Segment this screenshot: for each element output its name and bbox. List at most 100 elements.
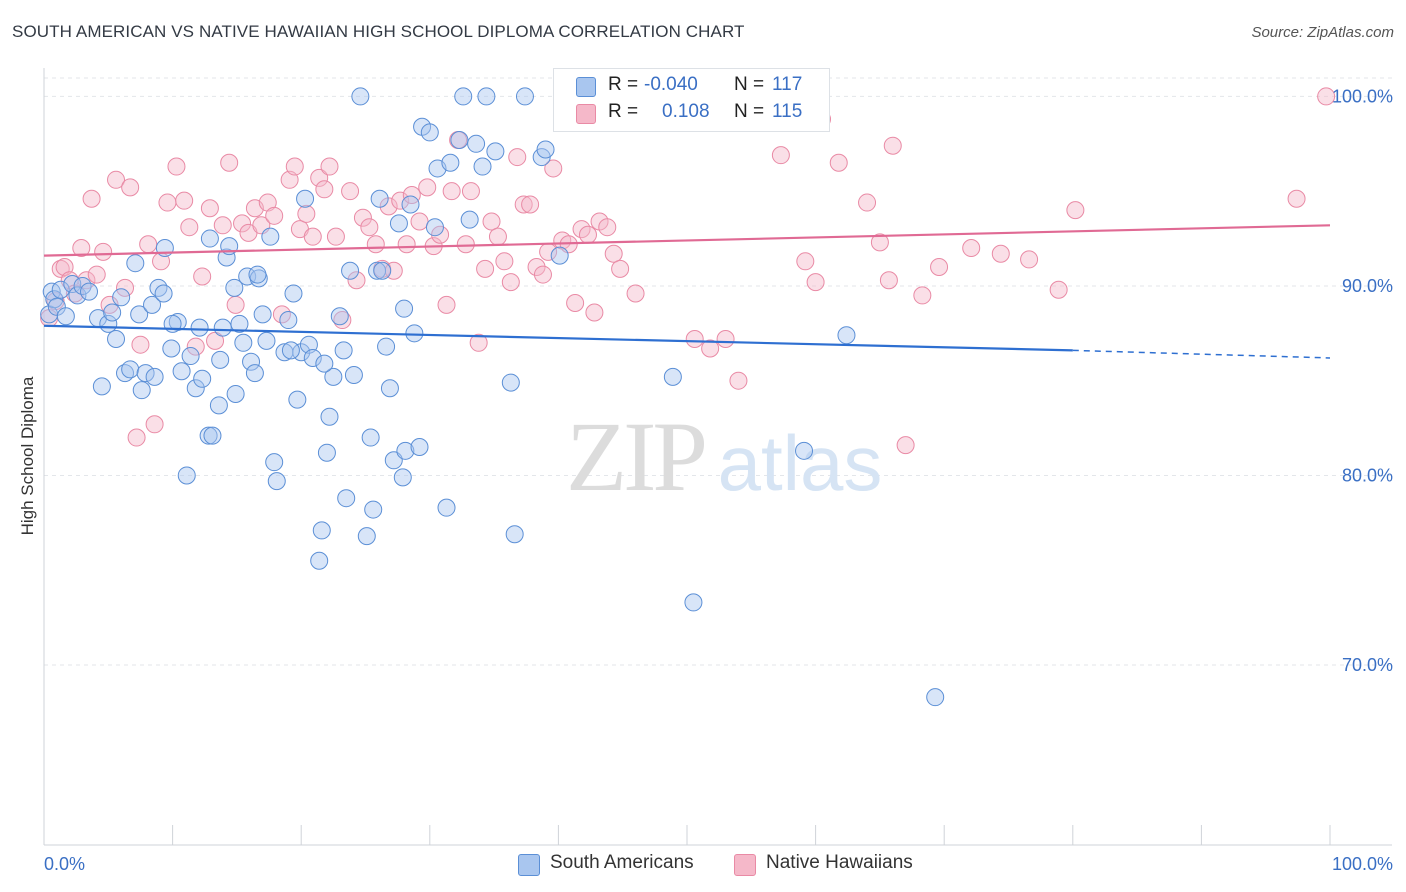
south-americans-point xyxy=(121,360,140,379)
legend-n-value: 117 xyxy=(772,74,803,95)
south-americans-point xyxy=(209,396,228,415)
south-americans-point xyxy=(320,407,339,426)
native-hawaiians-point xyxy=(72,239,91,258)
native-hawaiians-point xyxy=(139,235,158,254)
axes xyxy=(43,68,1392,846)
native-hawaiians-point xyxy=(883,136,902,155)
native-hawaiians-point xyxy=(829,153,848,172)
chart-title: SOUTH AMERICAN VS NATIVE HAWAIIAN HIGH S… xyxy=(12,22,745,41)
native-hawaiians-point xyxy=(320,157,339,176)
south-americans-point xyxy=(395,299,414,318)
south-americans-point xyxy=(357,527,376,546)
south-americans-point xyxy=(368,261,387,280)
native-hawaiians-point xyxy=(585,303,604,322)
south-americans-point xyxy=(684,593,703,612)
native-hawaiians-point xyxy=(347,271,366,290)
south-americans-point xyxy=(47,297,66,316)
south-americans-point xyxy=(56,307,75,326)
south-americans-point xyxy=(334,341,353,360)
native-hawaiians-point xyxy=(716,330,735,349)
native-hawaiians-point xyxy=(116,278,135,297)
legend-n-label: N = xyxy=(734,101,765,122)
native-hawaiians-point xyxy=(442,182,461,201)
native-hawaiians-point xyxy=(533,265,552,284)
native-hawaiians-point xyxy=(611,259,630,278)
south-americans-point xyxy=(234,333,253,352)
watermark-atlas: atlas xyxy=(718,419,883,507)
native-hawaiians-point xyxy=(1049,280,1068,299)
native-hawaiians-point xyxy=(121,178,140,197)
legend-swatch-blue xyxy=(576,77,596,97)
south-americans-point xyxy=(288,390,307,409)
native-hawaiians-point xyxy=(962,239,981,258)
south-americans-point xyxy=(200,229,219,248)
native-hawaiians-point xyxy=(508,148,527,167)
native-hawaiians-point xyxy=(310,168,329,187)
south-americans-point xyxy=(396,441,415,460)
native-hawaiians-point xyxy=(527,257,546,276)
south-americans-point xyxy=(253,305,272,324)
south-americans-point xyxy=(315,354,334,373)
south-americans-point xyxy=(45,290,64,309)
south-americans-point xyxy=(265,453,284,472)
south-americans-point xyxy=(281,341,300,360)
bottom-legend-swatch-blue xyxy=(518,854,540,876)
x-tick-label: 100.0% xyxy=(1332,854,1393,874)
native-hawaiians-point xyxy=(578,225,597,244)
native-hawaiians-point xyxy=(158,193,177,212)
native-hawaiians-point xyxy=(175,191,194,210)
native-hawaiians-point xyxy=(82,189,101,208)
native-hawaiians-point xyxy=(482,212,501,231)
native-hawaiians-point xyxy=(200,199,219,218)
south-americans-point xyxy=(149,278,168,297)
native-hawaiians-point xyxy=(930,257,949,276)
south-americans-point xyxy=(467,134,486,153)
bottom-legend-native-hawaiians: Native Hawaiians xyxy=(734,852,913,876)
south-americans-point xyxy=(68,286,87,305)
south-americans-point xyxy=(172,362,191,381)
native-hawaiians-point xyxy=(566,293,585,312)
south-americans-point xyxy=(190,318,209,337)
native-hawaiians-point xyxy=(1317,87,1336,106)
south-americans-point xyxy=(373,261,392,280)
legend-swatch-pink xyxy=(576,104,596,124)
south-americans-point xyxy=(337,489,356,508)
south-americans-point xyxy=(454,87,473,106)
native-hawaiians-point xyxy=(107,170,126,189)
native-hawaiians-point xyxy=(226,295,245,314)
native-hawaiians-point xyxy=(879,271,898,290)
native-hawaiians-point xyxy=(360,218,379,237)
south-americans-point xyxy=(230,314,249,333)
native-hawaiians-point xyxy=(870,233,889,252)
native-hawaiians-point xyxy=(391,191,410,210)
native-hawaiians-point xyxy=(626,284,645,303)
south-americans-point xyxy=(199,426,218,445)
native-hawaiians-point xyxy=(341,182,360,201)
south-americans-point xyxy=(145,367,164,386)
south-americans-point xyxy=(303,348,322,367)
south-americans-point xyxy=(312,521,331,540)
south-americans-point xyxy=(410,438,429,457)
native-hawaiians-point xyxy=(991,244,1010,263)
south-americans-point xyxy=(437,498,456,517)
native-hawaiians-point xyxy=(456,235,475,254)
native-hawaiians-point xyxy=(303,227,322,246)
south-americans-point xyxy=(136,364,155,383)
legend-row-native-hawaiians: R = 0.108 N = 115 xyxy=(576,101,826,127)
native-hawaiians-point xyxy=(180,218,199,237)
south-americans-point xyxy=(132,381,151,400)
legend-n-value: 115 xyxy=(772,101,803,122)
south-americans-point xyxy=(351,87,370,106)
south-americans-point xyxy=(296,189,315,208)
native-hawaiians-point xyxy=(94,242,113,261)
watermark: ZIP atlas xyxy=(566,401,882,512)
native-hawaiians-point xyxy=(353,208,372,227)
south-americans-point xyxy=(515,87,534,106)
native-hawaiians-point xyxy=(896,436,915,455)
south-americans-point xyxy=(505,525,524,544)
native-hawaiians-point xyxy=(1287,189,1306,208)
native-hawaiians-point xyxy=(514,195,533,214)
legend-r-value: 0.108 xyxy=(662,101,710,122)
y-tick-label: 70.0% xyxy=(1342,655,1393,675)
